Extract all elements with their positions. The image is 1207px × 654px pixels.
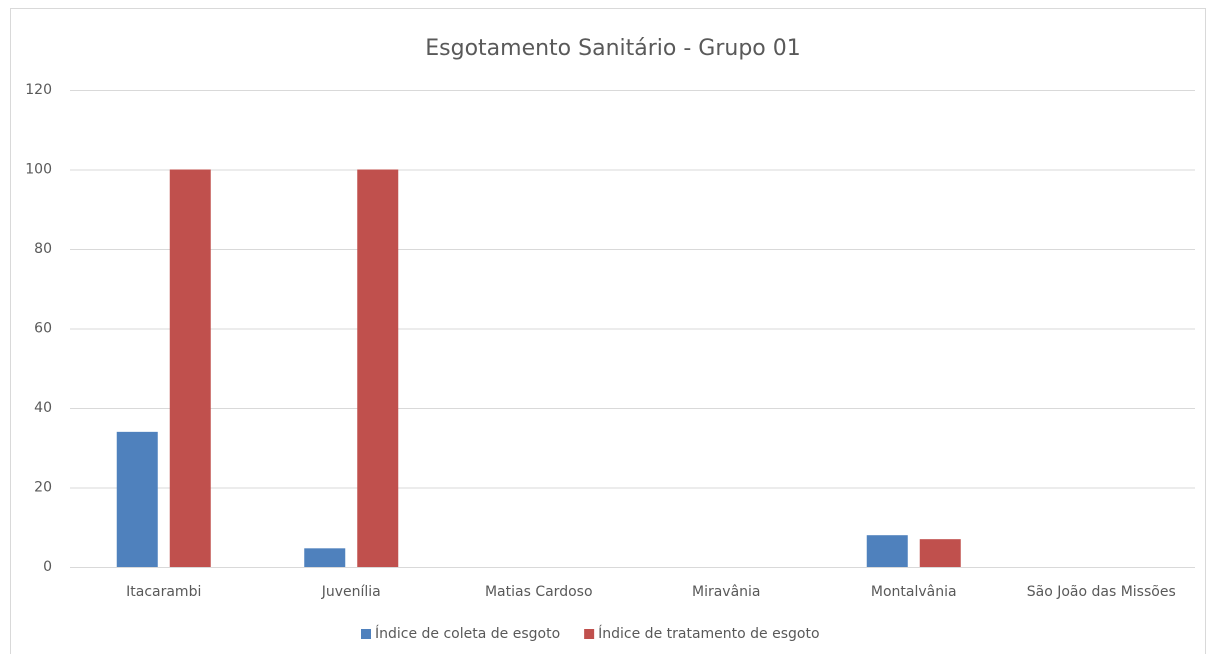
y-tick-label: 80 bbox=[34, 241, 52, 257]
y-tick-label: 0 bbox=[43, 559, 52, 575]
bar bbox=[919, 539, 961, 567]
legend-label: Índice de coleta de esgoto bbox=[375, 625, 560, 642]
bar bbox=[866, 535, 908, 567]
y-tick-label: 120 bbox=[25, 82, 52, 98]
legend-swatch bbox=[584, 629, 595, 639]
x-tick-label: Itacarambi bbox=[126, 584, 201, 600]
legend-swatch bbox=[361, 629, 371, 639]
x-tick-label: Montalvânia bbox=[871, 584, 957, 600]
y-tick-label: 40 bbox=[34, 400, 52, 416]
bar bbox=[304, 548, 346, 567]
y-tick-label: 20 bbox=[34, 480, 52, 496]
bar bbox=[357, 169, 399, 567]
chart-title: Esgotamento Sanitário - Grupo 01 bbox=[425, 36, 800, 61]
bar bbox=[169, 169, 211, 567]
x-tick-label: Juvenília bbox=[321, 584, 381, 600]
x-tick-label: Miravânia bbox=[692, 584, 761, 600]
bar bbox=[116, 431, 158, 567]
x-tick-label: São João das Missões bbox=[1027, 584, 1176, 600]
legend-label: Índice de tratamento de esgoto bbox=[598, 625, 819, 642]
y-tick-label: 60 bbox=[34, 321, 52, 337]
x-tick-label: Matias Cardoso bbox=[485, 584, 593, 600]
y-tick-label: 100 bbox=[25, 162, 52, 178]
